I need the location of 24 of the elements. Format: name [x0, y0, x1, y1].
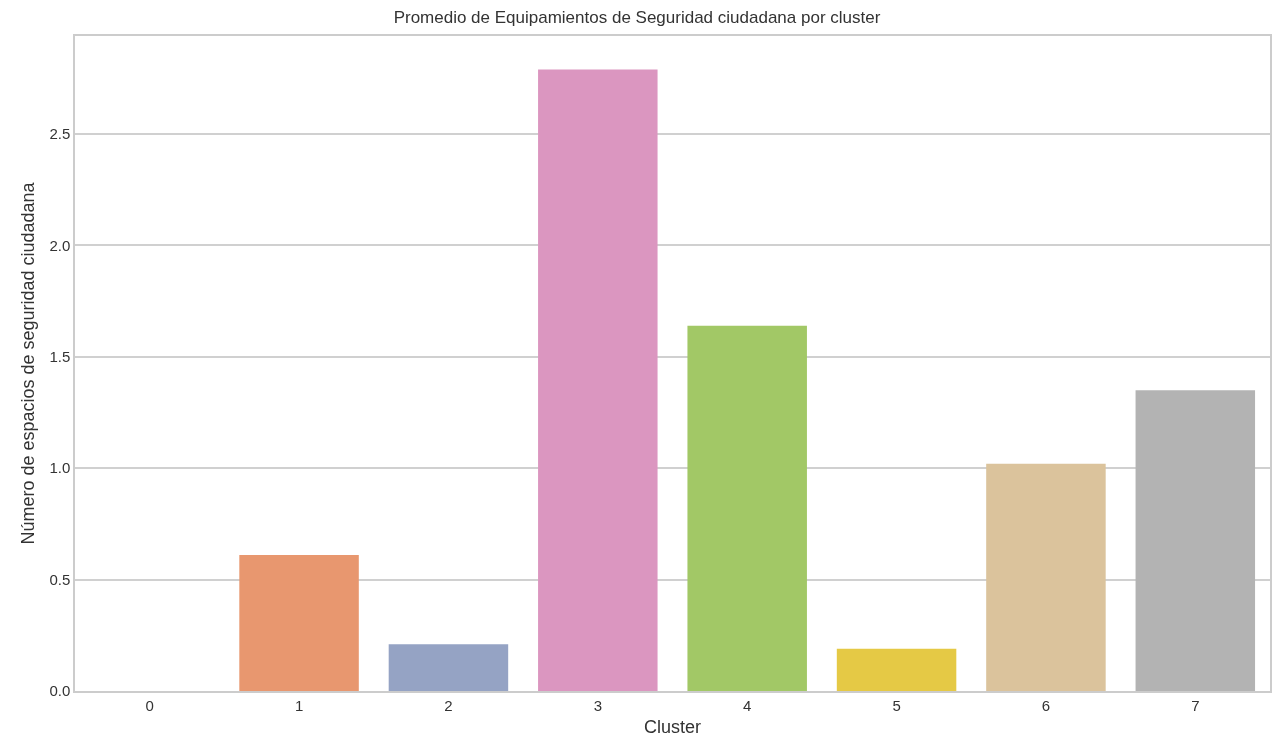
x-tick-label: 3: [593, 696, 602, 714]
bar: [836, 648, 957, 691]
y-tick-label: 0.5: [49, 570, 71, 588]
chart-title: Promedio de Equipamientos de Seguridad ciudadana por cluster: [393, 8, 881, 28]
x-tick-label: 1: [294, 696, 304, 714]
y-tick-label: 2.5: [49, 125, 71, 143]
x-tick-label: 6: [1041, 696, 1051, 714]
bar: [687, 325, 807, 691]
bar: [538, 69, 658, 691]
x-axis-title: Cluster: [643, 717, 702, 738]
x-tick-label: 5: [892, 696, 901, 714]
x-tick-label: 2: [444, 696, 453, 714]
y-tick-label: 1.5: [49, 348, 71, 366]
x-tick-label: 0: [145, 696, 154, 714]
y-tick-label: 0.0: [49, 682, 71, 700]
x-tick-label: 4: [743, 696, 752, 714]
bar: [1135, 390, 1256, 691]
bar: [388, 644, 509, 691]
y-tick-label: 2.0: [49, 236, 71, 254]
x-tick-label: 7: [1191, 696, 1200, 714]
bar: [239, 555, 359, 691]
y-axis-title: Número de espacios de seguridad ciudadana: [18, 181, 39, 545]
bar: [986, 463, 1106, 691]
y-tick-label: 1.0: [49, 459, 71, 477]
